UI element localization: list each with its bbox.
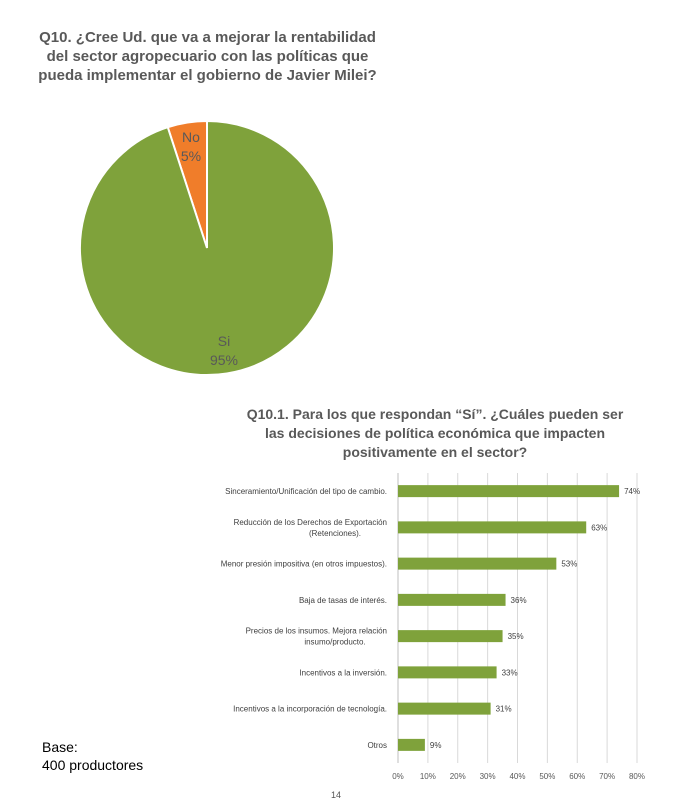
bar	[398, 630, 503, 643]
pie-slice-si	[79, 119, 335, 376]
bar	[398, 666, 497, 679]
bar-value-label: 35%	[508, 632, 524, 641]
bar-value-label: 36%	[511, 596, 527, 605]
category-label-line: Incentivos a la inversión.	[299, 668, 387, 677]
x-tick-label: 70%	[599, 772, 615, 781]
bar-value-label: 53%	[561, 560, 577, 569]
base-note: Base: 400 productores	[42, 738, 143, 774]
x-tick-label: 40%	[509, 772, 525, 781]
category-label: Otros	[367, 741, 387, 750]
bar	[398, 593, 506, 606]
category-label-line: Sinceramiento/Unificación del tipo de ca…	[225, 487, 387, 496]
bar-value-label: 74%	[624, 487, 640, 496]
bar	[398, 521, 587, 534]
category-label: Reducción de los Derechos de Exportación…	[234, 518, 387, 538]
bar	[398, 485, 620, 498]
category-label: Baja de tasas de interés.	[299, 596, 387, 605]
bar-chart-title: Q10.1. Para los que respondan “Sí”. ¿Cuá…	[246, 406, 624, 460]
bar	[398, 557, 557, 570]
category-label: Incentivos a la inversión.	[299, 668, 387, 677]
category-label-line: Reducción de los Derechos de Exportación	[234, 518, 387, 527]
bar-value-label: 33%	[502, 668, 518, 677]
category-label-line: Precios de los insumos. Mejora relación	[246, 627, 387, 636]
bar-value-label: 31%	[496, 705, 512, 714]
x-tick-label: 30%	[480, 772, 496, 781]
bar	[398, 738, 425, 751]
category-label-line: insumo/producto.	[304, 638, 365, 647]
pie-slice-label: No	[182, 129, 200, 145]
category-label: Incentivos a la incorporación de tecnolo…	[233, 705, 387, 714]
pie-slice-label: Si	[218, 333, 230, 349]
pie-chart: No 5% Si 95%	[79, 119, 335, 376]
page-number: 14	[331, 790, 342, 800]
category-label: Sinceramiento/Unificación del tipo de ca…	[225, 487, 387, 496]
category-label-line: Baja de tasas de interés.	[299, 596, 387, 605]
category-label-line: Otros	[367, 741, 387, 750]
pie-slice-value-label: 5%	[181, 148, 201, 164]
x-tick-label: 50%	[539, 772, 555, 781]
base-label: Base:	[42, 739, 78, 755]
category-label-line: Incentivos a la incorporación de tecnolo…	[233, 705, 387, 714]
bar-value-label: 9%	[430, 741, 442, 750]
x-tick-label: 20%	[450, 772, 466, 781]
base-value: 400 productores	[42, 757, 144, 773]
category-label: Menor presión impositiva (en otros impue…	[221, 560, 387, 569]
x-tick-label: 10%	[420, 772, 436, 781]
category-label-line: (Retenciones).	[309, 529, 361, 538]
x-tick-label: 0%	[392, 772, 404, 781]
pie-slice-value-label: 95%	[210, 352, 238, 368]
bar-value-label: 63%	[591, 523, 607, 532]
x-tick-label: 80%	[629, 772, 645, 781]
category-label-line: Menor presión impositiva (en otros impue…	[221, 560, 387, 569]
x-tick-label: 60%	[569, 772, 585, 781]
pie-chart-title: Q10. ¿Cree Ud. que va a mejorar la renta…	[38, 29, 377, 84]
bar	[398, 702, 491, 715]
category-label: Precios de los insumos. Mejora relación i…	[246, 627, 387, 647]
